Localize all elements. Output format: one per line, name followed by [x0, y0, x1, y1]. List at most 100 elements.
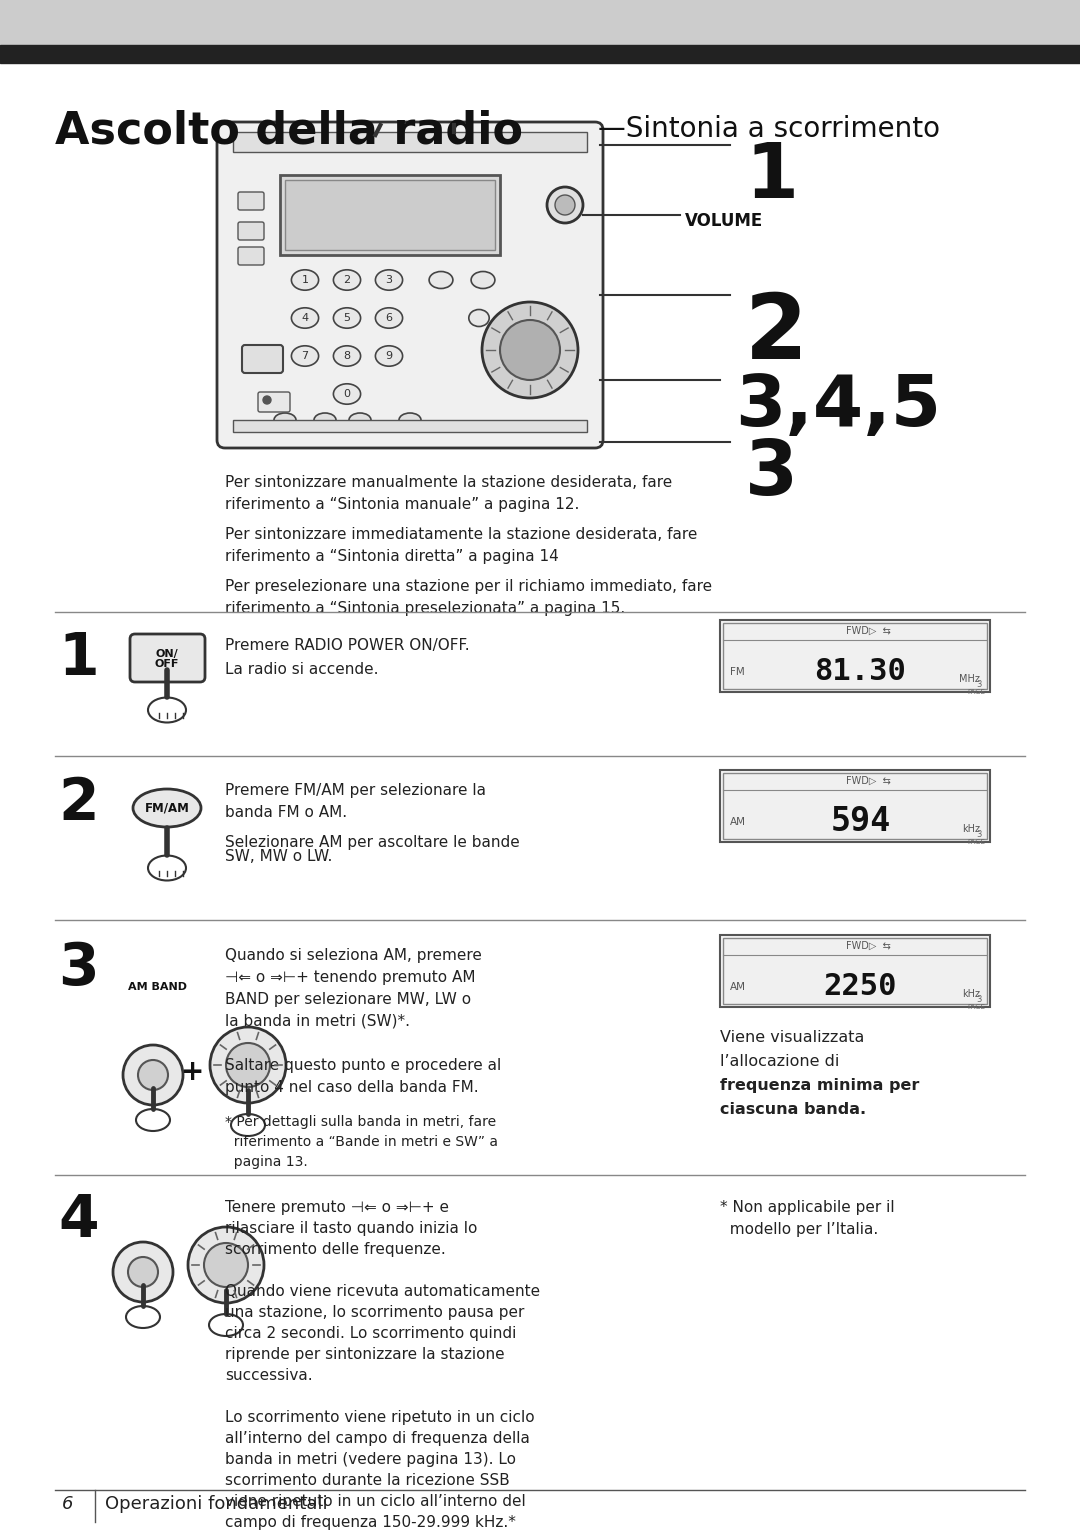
Text: FWD▷  ⇆: FWD▷ ⇆	[846, 625, 891, 636]
Ellipse shape	[292, 270, 319, 290]
Text: 4: 4	[301, 313, 309, 323]
Text: AM: AM	[730, 817, 746, 826]
Text: una stazione, lo scorrimento pausa per: una stazione, lo scorrimento pausa per	[225, 1305, 525, 1320]
Text: 3: 3	[976, 995, 982, 1004]
Text: ON/
OFF: ON/ OFF	[154, 648, 179, 670]
Text: AM BAND: AM BAND	[129, 983, 187, 992]
Text: FM/AM: FM/AM	[145, 802, 189, 814]
Bar	[723, 622, 987, 688]
Text: Per preselezionare una stazione per il richiamo immediato, fare: Per preselezionare una stazione per il r…	[225, 579, 712, 593]
Text: campo di frequenza 150-29.999 kHz.*: campo di frequenza 150-29.999 kHz.*	[225, 1515, 516, 1530]
Circle shape	[482, 302, 578, 399]
Bar	[720, 619, 990, 691]
Ellipse shape	[274, 412, 296, 428]
Text: 1: 1	[301, 274, 309, 285]
FancyBboxPatch shape	[242, 345, 283, 373]
Text: ⊣⇐ o ⇒⊢+ tenendo premuto AM: ⊣⇐ o ⇒⊢+ tenendo premuto AM	[225, 970, 475, 986]
Ellipse shape	[349, 412, 372, 428]
FancyBboxPatch shape	[238, 247, 264, 265]
Text: Lo scorrimento viene ripetuto in un ciclo: Lo scorrimento viene ripetuto in un cicl…	[225, 1410, 535, 1426]
Text: Quando si seleziona AM, premere: Quando si seleziona AM, premere	[225, 947, 482, 963]
Text: kHz: kHz	[962, 825, 980, 834]
Text: Viene visualizzata: Viene visualizzata	[720, 1030, 864, 1046]
Ellipse shape	[471, 271, 495, 288]
Text: riprende per sintonizzare la stazione: riprende per sintonizzare la stazione	[225, 1348, 504, 1361]
Text: 9: 9	[386, 351, 392, 360]
Text: 1: 1	[745, 140, 798, 215]
Text: banda in metri (vedere pagina 13). Lo: banda in metri (vedere pagina 13). Lo	[225, 1452, 516, 1467]
Text: Saltare questo punto e procedere al: Saltare questo punto e procedere al	[225, 1058, 501, 1073]
Ellipse shape	[376, 270, 403, 290]
Ellipse shape	[148, 855, 186, 880]
Circle shape	[226, 1042, 270, 1087]
Text: VOLUME: VOLUME	[685, 212, 764, 230]
Text: circa 2 secondi. Lo scorrimento quindi: circa 2 secondi. Lo scorrimento quindi	[225, 1326, 516, 1341]
Text: 8: 8	[343, 351, 351, 360]
Text: Quando viene ricevuta automaticamente: Quando viene ricevuta automaticamente	[225, 1285, 540, 1298]
Ellipse shape	[148, 698, 186, 722]
Text: SW, MW o LW.: SW, MW o LW.	[225, 849, 333, 865]
Text: riferimento a “Bande in metri e SW” a: riferimento a “Bande in metri e SW” a	[225, 1134, 498, 1150]
Text: all’interno del campo di frequenza della: all’interno del campo di frequenza della	[225, 1430, 530, 1446]
Text: FWD▷  ⇆: FWD▷ ⇆	[846, 776, 891, 786]
Circle shape	[546, 187, 583, 222]
Bar	[0, 0, 1080, 44]
Text: 7: 7	[301, 351, 309, 360]
Text: viene ripetuto in un ciclo all’interno del: viene ripetuto in un ciclo all’interno d…	[225, 1495, 526, 1508]
Text: riferimento a “Sintonia diretta” a pagina 14: riferimento a “Sintonia diretta” a pagin…	[225, 549, 558, 564]
Text: 3: 3	[386, 274, 392, 285]
Circle shape	[129, 1257, 158, 1288]
Text: l’allocazione di: l’allocazione di	[720, 1055, 839, 1069]
Circle shape	[204, 1243, 248, 1288]
Text: 3: 3	[976, 681, 982, 688]
Bar	[723, 773, 987, 839]
Text: Per sintonizzare manualmente la stazione desiderata, fare: Per sintonizzare manualmente la stazione…	[225, 475, 672, 491]
Text: Selezionare AM per ascoltare le bande: Selezionare AM per ascoltare le bande	[225, 835, 519, 849]
Text: riferimento a “Sintonia manuale” a pagina 12.: riferimento a “Sintonia manuale” a pagin…	[225, 497, 579, 512]
Text: —Sintonia a scorrimento: —Sintonia a scorrimento	[598, 115, 940, 143]
Ellipse shape	[126, 1306, 160, 1328]
Circle shape	[210, 1027, 286, 1104]
FancyBboxPatch shape	[130, 635, 205, 682]
Ellipse shape	[136, 1108, 170, 1131]
Bar	[723, 938, 987, 1004]
Text: rilasciare il tasto quando inizia lo: rilasciare il tasto quando inizia lo	[225, 1220, 477, 1236]
Ellipse shape	[314, 412, 336, 428]
Text: banda FM o AM.: banda FM o AM.	[225, 805, 347, 820]
Text: FM: FM	[730, 667, 745, 678]
Text: la banda in metri (SW)*.: la banda in metri (SW)*.	[225, 1013, 410, 1029]
Text: scorrimento durante la ricezione SSB: scorrimento durante la ricezione SSB	[225, 1473, 510, 1489]
Text: MHz: MHz	[959, 675, 980, 684]
Text: FWD▷  ⇆: FWD▷ ⇆	[846, 941, 891, 950]
Text: * Non applicabile per il: * Non applicabile per il	[720, 1200, 894, 1216]
Text: +: +	[181, 1058, 205, 1085]
Ellipse shape	[469, 310, 489, 327]
Circle shape	[113, 1242, 173, 1302]
Circle shape	[188, 1226, 264, 1303]
Ellipse shape	[429, 271, 453, 288]
Bar	[720, 770, 990, 842]
Circle shape	[500, 320, 561, 380]
Text: ciascuna banda.: ciascuna banda.	[720, 1102, 866, 1118]
Text: Ascolto della radio: Ascolto della radio	[55, 110, 523, 153]
Text: 2: 2	[745, 290, 808, 379]
Text: Premere RADIO POWER ON/OFF.: Premere RADIO POWER ON/OFF.	[225, 638, 470, 653]
Bar	[720, 935, 990, 1007]
Bar	[280, 175, 500, 254]
Ellipse shape	[210, 1314, 243, 1335]
Text: La radio si accende.: La radio si accende.	[225, 662, 378, 678]
Text: 3,4,5: 3,4,5	[735, 373, 941, 442]
Text: 6: 6	[62, 1495, 73, 1513]
Text: 3: 3	[745, 437, 798, 510]
Text: 1: 1	[58, 630, 98, 687]
FancyBboxPatch shape	[217, 123, 603, 448]
Circle shape	[264, 396, 271, 405]
Ellipse shape	[376, 346, 403, 366]
Text: 6: 6	[386, 313, 392, 323]
Text: BAND per selezionare MW, LW o: BAND per selezionare MW, LW o	[225, 992, 471, 1007]
Ellipse shape	[231, 1114, 265, 1136]
Ellipse shape	[376, 308, 403, 328]
Bar	[285, 179, 495, 250]
Circle shape	[138, 1059, 168, 1090]
FancyBboxPatch shape	[258, 392, 291, 412]
